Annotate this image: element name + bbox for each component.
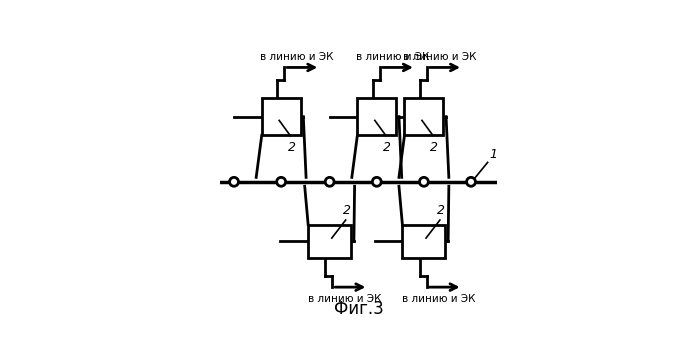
Text: в линию и ЭК: в линию и ЭК [308,294,382,304]
Bar [402,225,445,258]
Text: 2: 2 [430,141,438,154]
Text: 2: 2 [384,141,391,154]
Text: 1: 1 [489,148,497,161]
Bar [308,225,351,258]
Text: в линию и ЭК: в линию и ЭК [402,294,476,304]
Circle shape [276,177,286,186]
Bar [405,98,443,135]
Bar [358,98,396,135]
Circle shape [467,177,475,186]
Text: в линию и ЭК: в линию и ЭК [260,52,333,62]
Text: 2: 2 [288,141,295,154]
Text: в линию и ЭК: в линию и ЭК [356,52,429,62]
Circle shape [326,177,334,186]
Text: Фиг.3: Фиг.3 [334,300,384,318]
Text: 2: 2 [438,204,445,217]
Circle shape [419,177,428,186]
Text: в линию и ЭК: в линию и ЭК [403,52,476,62]
Text: 2: 2 [343,204,351,217]
Circle shape [372,177,382,186]
Bar [262,98,300,135]
Circle shape [230,177,239,186]
